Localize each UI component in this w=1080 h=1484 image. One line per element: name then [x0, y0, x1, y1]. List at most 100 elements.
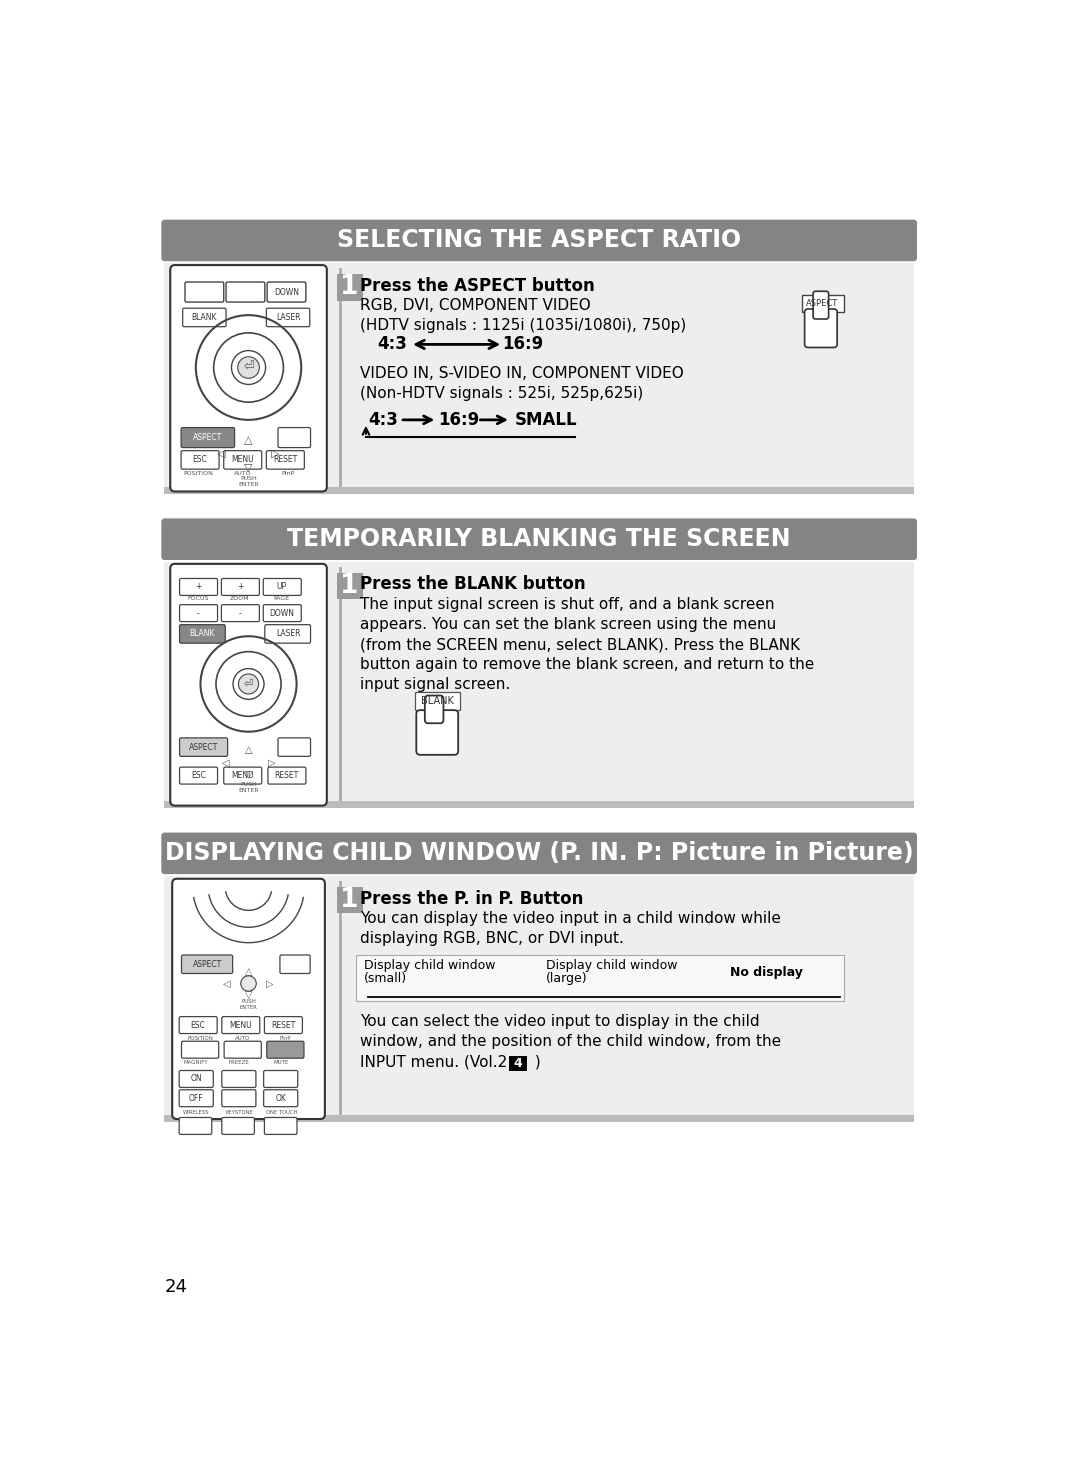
FancyBboxPatch shape — [337, 275, 363, 300]
Text: DISPLAYING CHILD WINDOW (P. IN. P: Picture in Picture): DISPLAYING CHILD WINDOW (P. IN. P: Pictu… — [165, 841, 914, 865]
FancyBboxPatch shape — [424, 696, 444, 723]
Text: ONE TOUCH: ONE TOUCH — [266, 1110, 297, 1116]
Text: 16:9: 16:9 — [438, 411, 480, 429]
FancyBboxPatch shape — [415, 692, 460, 711]
Text: ⏎: ⏎ — [243, 361, 254, 374]
FancyBboxPatch shape — [805, 309, 837, 347]
Text: TEMPORARILY BLANKING THE SCREEN: TEMPORARILY BLANKING THE SCREEN — [287, 527, 791, 551]
Text: PUSH: PUSH — [240, 476, 257, 481]
FancyBboxPatch shape — [161, 833, 917, 874]
Text: KEYSTONE: KEYSTONE — [225, 1110, 253, 1116]
FancyBboxPatch shape — [179, 579, 217, 595]
Text: -: - — [197, 608, 200, 617]
Text: MUTE: MUTE — [274, 1060, 289, 1066]
Text: appears. You can set the blank screen using the menu: appears. You can set the blank screen us… — [360, 617, 777, 632]
FancyBboxPatch shape — [161, 518, 917, 559]
Text: ): ) — [530, 1054, 541, 1070]
FancyBboxPatch shape — [179, 1117, 212, 1134]
Text: 4:3: 4:3 — [377, 335, 407, 353]
Text: ▷: ▷ — [267, 978, 274, 988]
FancyBboxPatch shape — [226, 282, 265, 303]
Text: input signal screen.: input signal screen. — [360, 677, 510, 692]
Text: ESC: ESC — [192, 456, 207, 464]
Text: LASER: LASER — [275, 629, 300, 638]
FancyBboxPatch shape — [181, 451, 219, 469]
Text: You can display the video input in a child window while: You can display the video input in a chi… — [360, 911, 781, 926]
Text: MENU: MENU — [229, 1021, 252, 1030]
Text: ZOOM: ZOOM — [230, 597, 249, 601]
FancyBboxPatch shape — [185, 282, 224, 303]
Text: OFF: OFF — [189, 1094, 203, 1103]
Text: ASPECT: ASPECT — [192, 960, 221, 969]
FancyBboxPatch shape — [161, 220, 917, 261]
FancyBboxPatch shape — [337, 573, 363, 600]
FancyBboxPatch shape — [221, 1089, 256, 1107]
Text: window, and the position of the child window, from the: window, and the position of the child wi… — [360, 1034, 781, 1049]
Text: ◁: ◁ — [221, 757, 229, 767]
Text: UP: UP — [276, 582, 287, 592]
Text: OK: OK — [275, 1094, 286, 1103]
Text: The input signal screen is shut off, and a blank screen: The input signal screen is shut off, and… — [360, 597, 774, 611]
FancyBboxPatch shape — [267, 451, 305, 469]
Text: MENU: MENU — [231, 456, 254, 464]
Text: WIRELESS: WIRELESS — [183, 1110, 210, 1116]
FancyBboxPatch shape — [221, 1070, 256, 1088]
FancyBboxPatch shape — [179, 625, 226, 643]
Text: BLANK: BLANK — [421, 696, 454, 706]
Text: (large): (large) — [545, 972, 588, 985]
Text: ▷: ▷ — [268, 757, 275, 767]
Text: (HDTV signals : 1125i (1035i/1080i), 750p): (HDTV signals : 1125i (1035i/1080i), 750… — [360, 318, 686, 334]
FancyBboxPatch shape — [356, 956, 845, 1002]
Text: MAGNIFY: MAGNIFY — [184, 1060, 208, 1066]
Text: Press the BLANK button: Press the BLANK button — [360, 576, 585, 594]
FancyBboxPatch shape — [221, 1117, 255, 1134]
Text: button again to remove the blank screen, and return to the: button again to remove the blank screen,… — [360, 657, 814, 672]
Text: INPUT menu. (Vol.2: INPUT menu. (Vol.2 — [360, 1054, 512, 1070]
FancyBboxPatch shape — [265, 1117, 297, 1134]
FancyBboxPatch shape — [416, 711, 458, 755]
Text: You can select the video input to display in the child: You can select the video input to displa… — [360, 1014, 759, 1030]
FancyBboxPatch shape — [224, 451, 261, 469]
Text: 16:9: 16:9 — [502, 335, 543, 353]
Text: ASPECT: ASPECT — [189, 742, 218, 751]
Text: SMALL: SMALL — [514, 411, 577, 429]
Circle shape — [239, 674, 258, 695]
FancyBboxPatch shape — [265, 625, 311, 643]
Text: AUTO: AUTO — [234, 472, 252, 476]
Text: ▽: ▽ — [245, 770, 253, 779]
Text: No display: No display — [730, 966, 804, 979]
Text: ▽: ▽ — [245, 990, 253, 1000]
Text: -: - — [239, 608, 242, 617]
FancyBboxPatch shape — [179, 1017, 217, 1033]
FancyBboxPatch shape — [278, 427, 311, 448]
FancyBboxPatch shape — [221, 604, 259, 622]
FancyBboxPatch shape — [264, 579, 301, 595]
FancyBboxPatch shape — [221, 579, 259, 595]
Text: (small): (small) — [364, 972, 407, 985]
Text: displaying RGB, BNC, or DVI input.: displaying RGB, BNC, or DVI input. — [360, 930, 623, 947]
Text: ENTER: ENTER — [239, 788, 259, 792]
Text: RESET: RESET — [271, 1021, 295, 1030]
FancyBboxPatch shape — [268, 767, 306, 784]
FancyBboxPatch shape — [179, 1070, 213, 1088]
Circle shape — [241, 976, 256, 991]
FancyBboxPatch shape — [179, 738, 228, 757]
FancyBboxPatch shape — [179, 1089, 213, 1107]
Text: △: △ — [245, 745, 253, 755]
Circle shape — [238, 356, 259, 378]
Text: ON: ON — [190, 1074, 202, 1083]
FancyBboxPatch shape — [181, 1042, 218, 1058]
FancyBboxPatch shape — [267, 1042, 303, 1058]
FancyBboxPatch shape — [265, 1017, 302, 1033]
Text: FOCUS: FOCUS — [188, 597, 208, 601]
FancyBboxPatch shape — [264, 1070, 298, 1088]
Text: ASPECT: ASPECT — [193, 433, 222, 442]
FancyBboxPatch shape — [509, 1057, 527, 1071]
Text: MENU: MENU — [231, 772, 254, 781]
Text: 4: 4 — [513, 1057, 523, 1070]
Text: △: △ — [244, 435, 253, 445]
Text: DOWN: DOWN — [269, 608, 295, 617]
FancyBboxPatch shape — [267, 309, 310, 326]
Text: FREEZE: FREEZE — [229, 1060, 249, 1066]
Text: SELECTING THE ASPECT RATIO: SELECTING THE ASPECT RATIO — [337, 229, 741, 252]
